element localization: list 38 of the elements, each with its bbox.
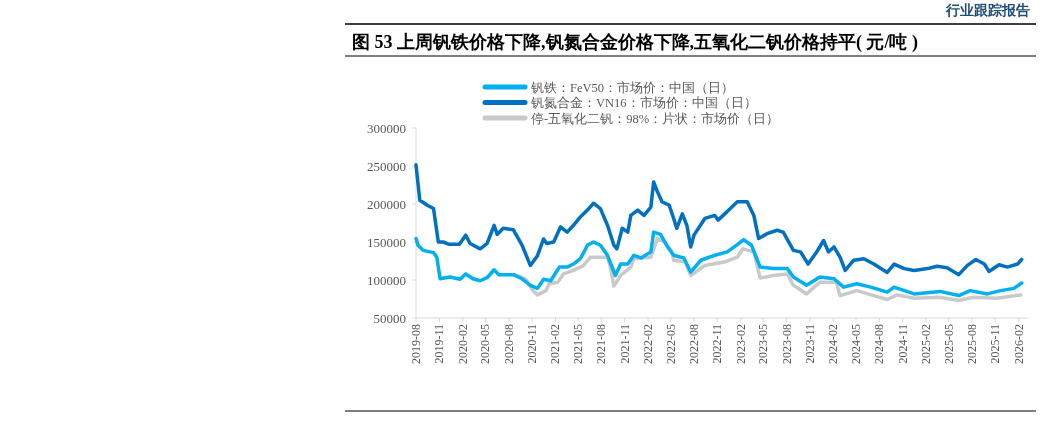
x-tick-label: 2025-11	[988, 324, 1003, 364]
x-tick-label: 2025-08	[964, 324, 979, 364]
x-tick-label: 2023-05	[756, 324, 771, 364]
x-tick-label: 2019-11	[432, 324, 447, 364]
legend-label: 钒氮合金：VN16：市场价：中国（日）	[530, 96, 757, 110]
x-tick-label: 2023-02	[733, 324, 748, 364]
x-tick-label: 2023-08	[779, 324, 794, 364]
x-tick-label: 2022-02	[641, 324, 656, 364]
x-tick-label: 2021-02	[548, 324, 563, 364]
x-tick-label: 2021-05	[571, 324, 586, 364]
legend-label: 钒铁：FeV50：市场价：中国（日）	[530, 80, 735, 95]
legend-label: 停-五氧化二钒：98%：片状：市场价（日）	[531, 111, 780, 126]
x-tick-label: 2024-02	[826, 324, 841, 364]
text: 行业跟踪报告	[945, 2, 1030, 18]
y-tick-label: 50000	[373, 310, 406, 326]
x-tick-label: 2022-08	[686, 324, 701, 364]
x-tick-label: 2022-05	[663, 324, 678, 364]
x-tick-label: 2020-11	[525, 324, 540, 364]
y-tick-label: 250000	[367, 158, 406, 174]
x-tick-label: 2020-08	[501, 324, 516, 364]
x-tick-label: 2021-11	[617, 324, 632, 364]
x-tick-label: 2020-02	[455, 324, 470, 364]
y-tick-label: 100000	[367, 272, 406, 288]
x-tick-label: 2025-02	[919, 324, 934, 364]
y-tick-label: 300000	[367, 120, 406, 136]
x-tick-label: 2022-11	[710, 324, 725, 364]
x-tick-label: 2024-11	[895, 324, 910, 364]
x-tick-label: 2025-05	[941, 324, 956, 364]
y-tick-label: 150000	[367, 234, 406, 250]
y-tick-label: 200000	[367, 196, 406, 212]
x-tick-label: 2024-08	[872, 324, 887, 364]
x-tick-label: 2020-05	[478, 324, 493, 364]
x-tick-label: 2021-08	[594, 324, 609, 364]
chart-title: 图 53 上周钒铁价格下降,钒氮合金价格下降,五氧化二钒价格持平( 元/吨 )	[352, 32, 918, 53]
x-tick-label: 2023-11	[802, 324, 817, 364]
x-tick-label: 2019-08	[409, 324, 423, 364]
x-tick-label: 2024-05	[849, 324, 864, 364]
x-tick-label: 2026-02	[1011, 324, 1026, 364]
